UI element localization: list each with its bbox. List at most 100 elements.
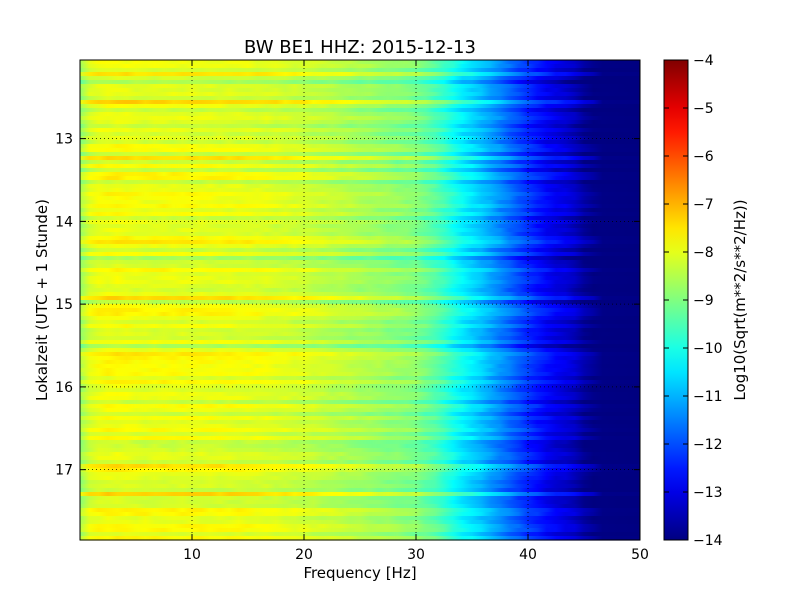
- heatmap-row: [80, 332, 640, 337]
- colorbar-tick-label: −8: [693, 245, 714, 261]
- plot-frame: [79, 59, 641, 541]
- heatmap-row: [80, 480, 640, 485]
- heatmap-row: [80, 128, 640, 133]
- heatmap-row: [80, 516, 640, 521]
- heatmap-row: [80, 304, 640, 309]
- heatmap-row: [80, 276, 640, 281]
- y-tick-label: 13: [55, 132, 73, 148]
- heatmap-row: [80, 232, 640, 237]
- heatmap-row: [80, 192, 640, 197]
- heatmap-row: [80, 528, 640, 533]
- heatmap-row: [80, 72, 640, 77]
- heatmap-row: [80, 372, 640, 377]
- heatmap-row: [80, 472, 640, 477]
- heatmap-row: [80, 460, 640, 465]
- heatmap-row: [80, 104, 640, 109]
- heatmap-row: [80, 380, 640, 385]
- heatmap-row: [80, 292, 640, 297]
- heatmap-row: [80, 340, 640, 345]
- heatmap-row: [80, 456, 640, 461]
- x-tick-label: 40: [519, 547, 537, 563]
- heatmap-row: [80, 112, 640, 117]
- heatmap-row: [80, 188, 640, 193]
- heatmap-row: [80, 364, 640, 369]
- colorbar-tick-label: −13: [693, 485, 723, 501]
- heatmap-row: [80, 168, 640, 173]
- heatmap-row: [80, 172, 640, 177]
- heatmap-row: [80, 208, 640, 213]
- heatmap-row: [80, 492, 640, 497]
- heatmap-row: [80, 180, 640, 185]
- heatmap-row: [80, 384, 640, 389]
- heatmap-row: [80, 84, 640, 89]
- heatmap-row: [80, 476, 640, 481]
- heatmap-row: [80, 260, 640, 265]
- heatmap-row: [80, 176, 640, 181]
- colorbar-tick-label: −10: [693, 341, 723, 357]
- heatmap-row: [80, 100, 640, 105]
- grid: [80, 60, 640, 540]
- heatmap-row: [80, 448, 640, 453]
- colorbar-label: Log10(Sqrt(m**2/s**2/Hz)): [731, 199, 749, 400]
- heatmap-row: [80, 432, 640, 437]
- heatmap-row: [80, 520, 640, 525]
- heatmap-row: [80, 316, 640, 321]
- x-axis: 10 20 30 40 50: [183, 60, 649, 563]
- heatmap-row: [80, 108, 640, 113]
- heatmap-row: [80, 124, 640, 129]
- heatmap-row: [80, 196, 640, 201]
- heatmap-row: [80, 344, 640, 349]
- y-axis-label: Lokalzeit (UTC + 1 Stunde): [33, 199, 51, 401]
- heatmap-row: [80, 224, 640, 229]
- heatmap-row: [80, 116, 640, 121]
- colorbar-tick-label: −9: [693, 293, 714, 309]
- heatmap-row: [80, 220, 640, 225]
- heatmap-row: [80, 216, 640, 221]
- heatmap-row: [80, 264, 640, 269]
- heatmap-row: [80, 268, 640, 273]
- heatmap-row: [80, 228, 640, 233]
- heatmap-row: [80, 68, 640, 73]
- heatmap-row: [80, 312, 640, 317]
- heatmap-row: [80, 204, 640, 209]
- heatmap-row: [80, 244, 640, 249]
- heatmap-row: [80, 468, 640, 473]
- heatmap-row: [80, 92, 640, 97]
- heatmap-row: [80, 200, 640, 205]
- heatmap-row: [80, 300, 640, 305]
- heatmap-row: [80, 376, 640, 381]
- colorbar-tick-label: −7: [693, 197, 714, 213]
- y-tick-label: 15: [55, 297, 73, 313]
- heatmap-row: [80, 88, 640, 93]
- heatmap-row: [80, 464, 640, 469]
- heatmap-row: [80, 360, 640, 365]
- x-axis-label: Frequency [Hz]: [303, 564, 416, 582]
- heatmap-row: [80, 356, 640, 361]
- heatmap-row: [80, 236, 640, 241]
- colorbar-tick-label: −5: [693, 101, 714, 117]
- y-tick-label: 17: [55, 463, 73, 479]
- heatmap-row: [80, 252, 640, 257]
- heatmap-row: [80, 140, 640, 145]
- heatmap-row: [80, 400, 640, 405]
- heatmap-row: [80, 156, 640, 161]
- heatmap-row: [80, 272, 640, 277]
- heatmap-row: [80, 256, 640, 261]
- x-tick-label: 30: [407, 547, 425, 563]
- heatmap-row: [80, 184, 640, 189]
- heatmap-row: [80, 508, 640, 513]
- heatmap-row: [80, 96, 640, 101]
- heatmap-row: [80, 120, 640, 125]
- heatmap-row: [80, 248, 640, 253]
- heatmap-row: [80, 280, 640, 285]
- heatmap-row: [80, 240, 640, 245]
- heatmap-row: [80, 132, 640, 137]
- heatmap-row: [80, 452, 640, 457]
- heatmap-row: [80, 420, 640, 425]
- heatmap-row: [80, 428, 640, 433]
- heatmap-row: [80, 352, 640, 357]
- heatmap-row: [80, 424, 640, 429]
- heatmap-row: [80, 76, 640, 81]
- heatmap-row: [80, 392, 640, 397]
